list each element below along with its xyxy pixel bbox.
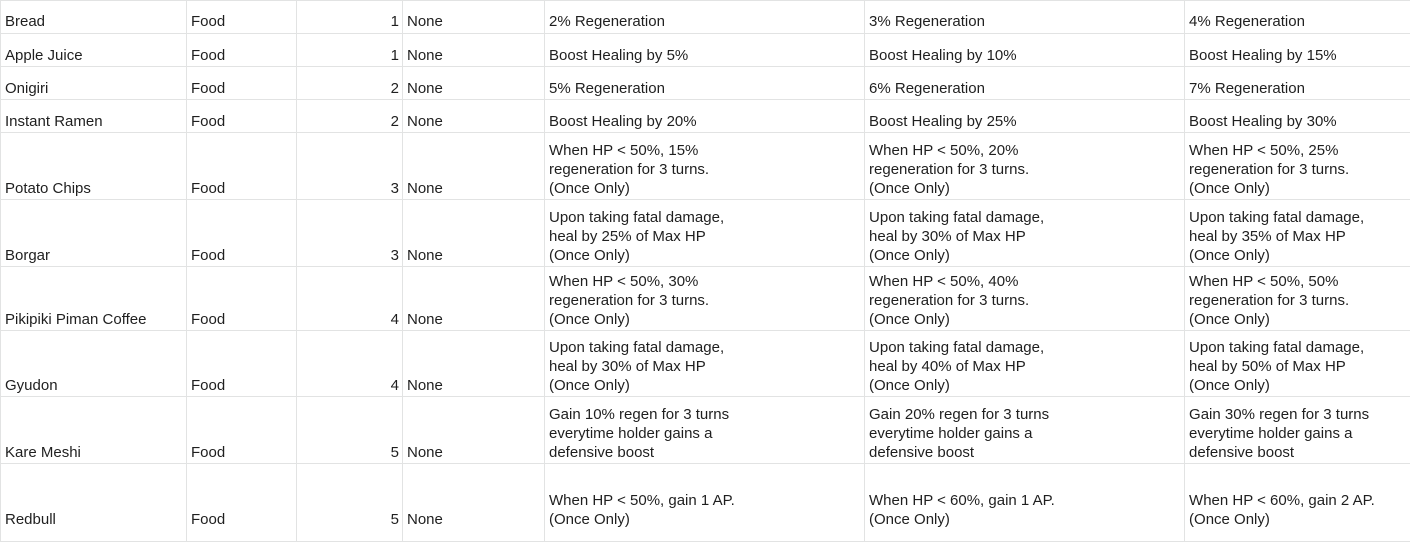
cell-effect-level-3[interactable]: When HP < 60%, gain 2 AP. (Once Only) (1185, 464, 1410, 542)
cell-item-type[interactable]: Food (187, 200, 297, 267)
cell-effect-level-3[interactable]: When HP < 50%, 50% regeneration for 3 tu… (1185, 267, 1410, 331)
cell-effect-level-1[interactable]: Upon taking fatal damage, heal by 30% of… (545, 331, 865, 397)
cell-effect-level-2[interactable]: Boost Healing by 25% (865, 100, 1185, 133)
cell-item-name[interactable]: Borgar (1, 200, 187, 267)
cell-item-type[interactable]: Food (187, 67, 297, 100)
table-row: Instant Ramen Food 2 None Boost Healing … (1, 100, 1410, 133)
cell-item-tier[interactable]: 2 (297, 100, 403, 133)
cell-item-tier[interactable]: 1 (297, 1, 403, 34)
table-row: Bread Food 1 None 2% Regeneration 3% Reg… (1, 1, 1410, 34)
cell-item-requirement[interactable]: None (403, 1, 545, 34)
cell-effect-level-1[interactable]: When HP < 50%, 15% regeneration for 3 tu… (545, 133, 865, 200)
cell-item-requirement[interactable]: None (403, 34, 545, 67)
table-row: Apple Juice Food 1 None Boost Healing by… (1, 34, 1410, 67)
cell-item-tier[interactable]: 1 (297, 34, 403, 67)
cell-effect-level-1[interactable]: Upon taking fatal damage, heal by 25% of… (545, 200, 865, 267)
cell-effect-level-2[interactable]: 6% Regeneration (865, 67, 1185, 100)
cell-item-type[interactable]: Food (187, 133, 297, 200)
cell-effect-level-1[interactable]: Boost Healing by 20% (545, 100, 865, 133)
cell-effect-level-2[interactable]: When HP < 50%, 40% regeneration for 3 tu… (865, 267, 1185, 331)
cell-item-tier[interactable]: 4 (297, 331, 403, 397)
cell-effect-level-1[interactable]: Gain 10% regen for 3 turns everytime hol… (545, 397, 865, 464)
cell-item-tier[interactable]: 4 (297, 267, 403, 331)
cell-effect-level-3[interactable]: 7% Regeneration (1185, 67, 1410, 100)
cell-item-name[interactable]: Redbull (1, 464, 187, 542)
cell-effect-level-2[interactable]: When HP < 50%, 20% regeneration for 3 tu… (865, 133, 1185, 200)
cell-item-requirement[interactable]: None (403, 67, 545, 100)
cell-item-name[interactable]: Potato Chips (1, 133, 187, 200)
cell-item-requirement[interactable]: None (403, 464, 545, 542)
cell-item-name[interactable]: Bread (1, 1, 187, 34)
cell-effect-level-1[interactable]: Boost Healing by 5% (545, 34, 865, 67)
cell-item-name[interactable]: Onigiri (1, 67, 187, 100)
cell-item-tier[interactable]: 3 (297, 200, 403, 267)
cell-item-tier[interactable]: 2 (297, 67, 403, 100)
cell-item-name[interactable]: Instant Ramen (1, 100, 187, 133)
table-row: Kare Meshi Food 5 None Gain 10% regen fo… (1, 397, 1410, 464)
cell-item-name[interactable]: Kare Meshi (1, 397, 187, 464)
cell-effect-level-3[interactable]: Gain 30% regen for 3 turns everytime hol… (1185, 397, 1410, 464)
cell-effect-level-1[interactable]: When HP < 50%, 30% regeneration for 3 tu… (545, 267, 865, 331)
cell-item-type[interactable]: Food (187, 464, 297, 542)
cell-item-tier[interactable]: 5 (297, 397, 403, 464)
cell-effect-level-3[interactable]: 4% Regeneration (1185, 1, 1410, 34)
cell-effect-level-2[interactable]: 3% Regeneration (865, 1, 1185, 34)
cell-item-name[interactable]: Gyudon (1, 331, 187, 397)
cell-item-requirement[interactable]: None (403, 397, 545, 464)
cell-effect-level-2[interactable]: Upon taking fatal damage, heal by 30% of… (865, 200, 1185, 267)
cell-effect-level-2[interactable]: Boost Healing by 10% (865, 34, 1185, 67)
cell-effect-level-3[interactable]: When HP < 50%, 25% regeneration for 3 tu… (1185, 133, 1410, 200)
cell-effect-level-1[interactable]: When HP < 50%, gain 1 AP. (Once Only) (545, 464, 865, 542)
cell-effect-level-3[interactable]: Upon taking fatal damage, heal by 35% of… (1185, 200, 1410, 267)
cell-effect-level-3[interactable]: Boost Healing by 15% (1185, 34, 1410, 67)
cell-effect-level-1[interactable]: 5% Regeneration (545, 67, 865, 100)
cell-item-type[interactable]: Food (187, 397, 297, 464)
cell-item-requirement[interactable]: None (403, 200, 545, 267)
cell-item-tier[interactable]: 5 (297, 464, 403, 542)
cell-item-name[interactable]: Apple Juice (1, 34, 187, 67)
cell-item-requirement[interactable]: None (403, 133, 545, 200)
cell-item-type[interactable]: Food (187, 1, 297, 34)
table-row: Onigiri Food 2 None 5% Regeneration 6% R… (1, 67, 1410, 100)
table-row: Gyudon Food 4 None Upon taking fatal dam… (1, 331, 1410, 397)
cell-effect-level-1[interactable]: 2% Regeneration (545, 1, 865, 34)
cell-item-type[interactable]: Food (187, 331, 297, 397)
table-row: Pikipiki Piman Coffee Food 4 None When H… (1, 267, 1410, 331)
cell-item-type[interactable]: Food (187, 34, 297, 67)
table-row: Redbull Food 5 None When HP < 50%, gain … (1, 464, 1410, 542)
cell-item-type[interactable]: Food (187, 267, 297, 331)
cell-item-type[interactable]: Food (187, 100, 297, 133)
cell-item-requirement[interactable]: None (403, 267, 545, 331)
cell-effect-level-3[interactable]: Boost Healing by 30% (1185, 100, 1410, 133)
cell-item-requirement[interactable]: None (403, 331, 545, 397)
cell-effect-level-2[interactable]: Upon taking fatal damage, heal by 40% of… (865, 331, 1185, 397)
table-row: Potato Chips Food 3 None When HP < 50%, … (1, 133, 1410, 200)
cell-item-tier[interactable]: 3 (297, 133, 403, 200)
cell-effect-level-2[interactable]: Gain 20% regen for 3 turns everytime hol… (865, 397, 1185, 464)
table-row: Borgar Food 3 None Upon taking fatal dam… (1, 200, 1410, 267)
cell-effect-level-2[interactable]: When HP < 60%, gain 1 AP. (Once Only) (865, 464, 1185, 542)
cell-item-name[interactable]: Pikipiki Piman Coffee (1, 267, 187, 331)
cell-item-requirement[interactable]: None (403, 100, 545, 133)
cell-effect-level-3[interactable]: Upon taking fatal damage, heal by 50% of… (1185, 331, 1410, 397)
